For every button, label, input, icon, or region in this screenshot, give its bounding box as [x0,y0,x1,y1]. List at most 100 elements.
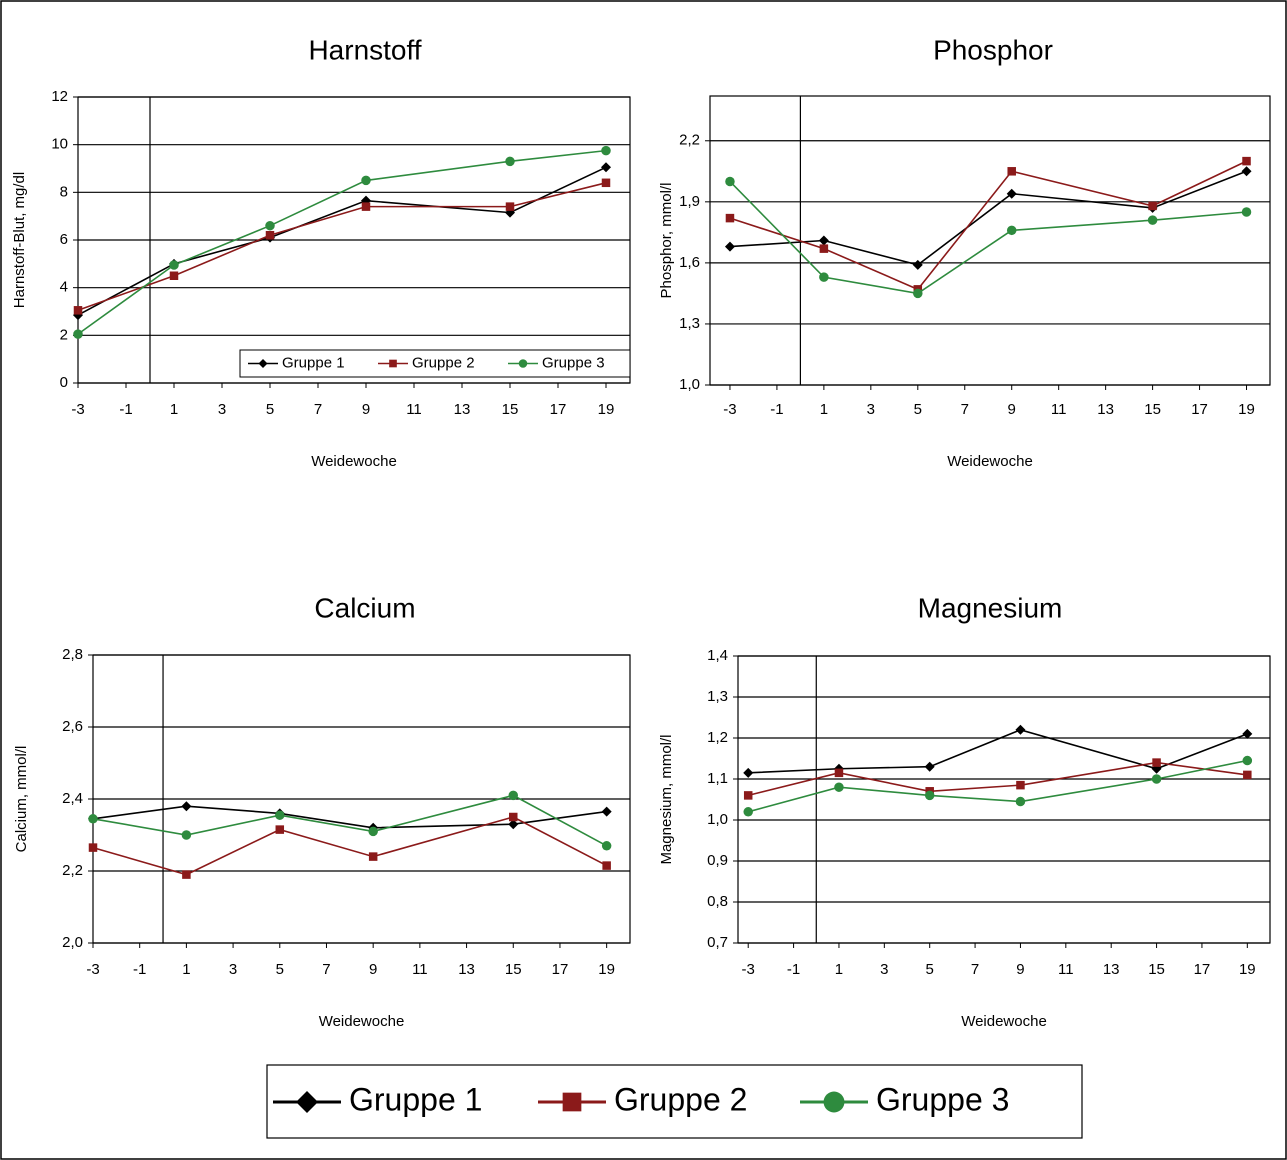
x-tick-label: 3 [218,401,226,418]
y-tick-label: 2,2 [679,132,700,149]
x-tick-label: 15 [1148,961,1165,978]
marker [265,230,275,240]
marker [924,761,935,772]
marker [1016,780,1025,790]
y-tick-label: 10 [51,136,68,153]
x-tick-label: 5 [914,401,922,418]
x-tick-label: 3 [880,961,888,978]
marker [819,244,829,253]
x-tick-label: 9 [369,961,377,978]
x-tick-label: -3 [742,961,755,978]
series-line [92,805,607,829]
x-tick-label: 1 [170,401,178,418]
marker [1241,207,1252,217]
marker [819,272,829,282]
y-tick-label: 12 [51,88,68,105]
y-tick-label: 2 [60,326,68,343]
x-tick-label: -1 [770,401,783,418]
marker [88,843,98,852]
y-tick-label: 1,6 [679,254,700,271]
x-tick-label: 15 [502,401,519,418]
x-tick-label: 3 [229,961,237,978]
x-tick-label: 11 [412,961,428,978]
legend-label: Gruppe 1 [282,354,345,371]
x-tick-label: 5 [276,961,284,978]
marker [743,767,754,778]
y-tick-label: 4 [60,279,68,296]
x-tick-label: -3 [723,401,736,418]
marker [725,213,735,223]
x-tick-label: 1 [820,401,828,418]
plot-frame [709,95,1271,386]
marker [725,176,735,187]
shared-legend-box [266,1064,1083,1139]
y-tick-label: 1,0 [707,811,728,828]
y-tick-label: 8 [60,183,68,200]
x-tick-label: 13 [458,961,475,978]
x-tick-label: 5 [266,401,274,418]
marker [509,812,518,822]
y-tick-label: 1,0 [679,376,700,393]
series-line [77,149,607,335]
marker [834,768,844,778]
legend-label: Gruppe 3 [542,354,605,371]
x-tick-label: 9 [362,401,370,418]
chart-title: Phosphor [933,34,1053,65]
shared-legend-label: Gruppe 3 [876,1081,1009,1117]
marker [1242,728,1253,739]
marker [1151,774,1162,784]
plot-frame [737,655,1271,944]
marker [169,260,179,270]
x-tick-label: 15 [505,961,522,978]
y-tick-label: 0,8 [707,893,728,910]
x-tick-label: 7 [322,961,330,978]
series-line [729,180,1247,295]
marker [181,830,192,840]
x-tick-label: -1 [133,961,146,978]
y-tick-label: 1,3 [679,315,700,332]
x-tick-label: 19 [598,961,615,978]
y-tick-label: 0,9 [707,852,728,869]
marker [265,220,275,231]
marker [169,271,179,280]
x-tick-label: 19 [598,401,615,418]
shared-legend-marker [296,1091,318,1113]
marker [601,162,611,173]
y-tick-label: 2,2 [62,862,83,879]
series-line [77,182,607,312]
marker [182,870,191,879]
marker [1147,215,1158,225]
marker [743,807,753,817]
x-tick-label: 5 [926,961,934,978]
legend-marker [389,359,397,368]
x-tick-label: 13 [454,401,471,418]
marker [361,175,371,186]
marker [361,202,371,211]
marker [1242,156,1251,166]
x-tick-label: 19 [1239,961,1256,978]
y-tick-label: 1,1 [707,770,728,787]
x-tick-label: 7 [314,401,322,418]
y-tick-label: 1,2 [707,729,728,746]
marker [88,814,98,824]
chart-title: Calcium [314,592,415,623]
marker [368,852,378,861]
y-axis-label: Phosphor, mmol/l [658,183,675,299]
x-tick-label: 19 [1238,401,1255,418]
marker [924,790,935,801]
plot-frame [92,654,631,944]
marker [743,791,753,800]
y-tick-label: 2,4 [62,790,83,807]
series-line [748,728,1248,774]
x-tick-label: 1 [182,961,190,978]
x-axis-label: Weidewoche [311,453,397,470]
x-tick-label: -3 [71,401,84,418]
shared-legend-label: Gruppe 2 [614,1081,747,1117]
y-tick-label: 1,3 [707,688,728,705]
y-tick-label: 0,7 [707,934,728,951]
marker [181,801,192,812]
marker [1015,724,1026,735]
marker [1148,201,1157,211]
marker [601,145,611,156]
